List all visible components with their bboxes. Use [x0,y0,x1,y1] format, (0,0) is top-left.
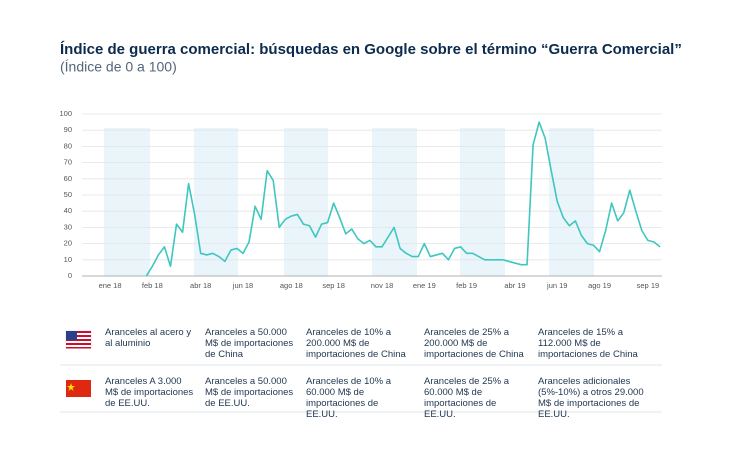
flag-china [66,380,91,397]
measure-text: Aranceles de 10% a 200.000 M$ de importa… [306,327,406,360]
x-tick-label: sep 19 [637,281,660,290]
measure-text: Aranceles de 10% a 60.000 M$ de importac… [306,376,392,420]
x-tick-label: abr 19 [504,281,525,290]
x-tick-label: abr 18 [190,281,211,290]
chart-title: Índice de guerra comercial: búsquedas en… [60,41,682,58]
x-tick-label: sep 18 [322,281,345,290]
y-tick-label: 80 [64,141,72,150]
x-tick-label: ene 18 [99,281,122,290]
x-tick-label: jun 18 [232,281,253,290]
x-tick-label: nov 18 [371,281,394,290]
measure-text: Aranceles a 50.000 M$ de importaciones d… [205,376,294,409]
x-tick-label: feb 19 [456,281,477,290]
measure-text: Aranceles de 25% a 200.000 M$ de importa… [424,327,524,360]
y-tick-label: 50 [64,190,72,199]
y-tick-label: 30 [64,222,72,231]
x-tick-label: ago 18 [280,281,303,290]
measure-text: Aranceles de 15% a 112.000 M$ de importa… [538,327,638,360]
y-tick-label: 100 [59,109,72,118]
measure-text: Aranceles a 50.000 M$ de importaciones d… [205,327,294,360]
measure-text: Aranceles de 25% a 60.000 M$ de importac… [424,376,510,420]
x-tick-label: feb 18 [142,281,163,290]
x-tick-label: ago 19 [588,281,611,290]
y-tick-label: 90 [64,125,72,134]
measure-text: Aranceles al acero y al aluminio [105,327,192,349]
flag-usa [65,330,92,349]
y-tick-label: 20 [64,239,72,248]
measure-text: Aranceles adicionales (5%-10%) a otros 2… [538,376,644,420]
y-tick-label: 0 [68,271,72,280]
y-tick-label: 70 [64,158,72,167]
data-line [145,121,661,277]
y-tick-label: 10 [64,255,72,264]
chart-subtitle: (Índice de 0 a 100) [60,59,177,75]
y-tick-label: 60 [64,174,72,183]
y-tick-label: 40 [64,206,72,215]
x-tick-label: ene 19 [413,281,436,290]
measure-text: Aranceles A 3.000 M$ de importaciones de… [105,376,194,409]
bands [104,128,594,276]
x-tick-label: jun 19 [546,281,567,290]
